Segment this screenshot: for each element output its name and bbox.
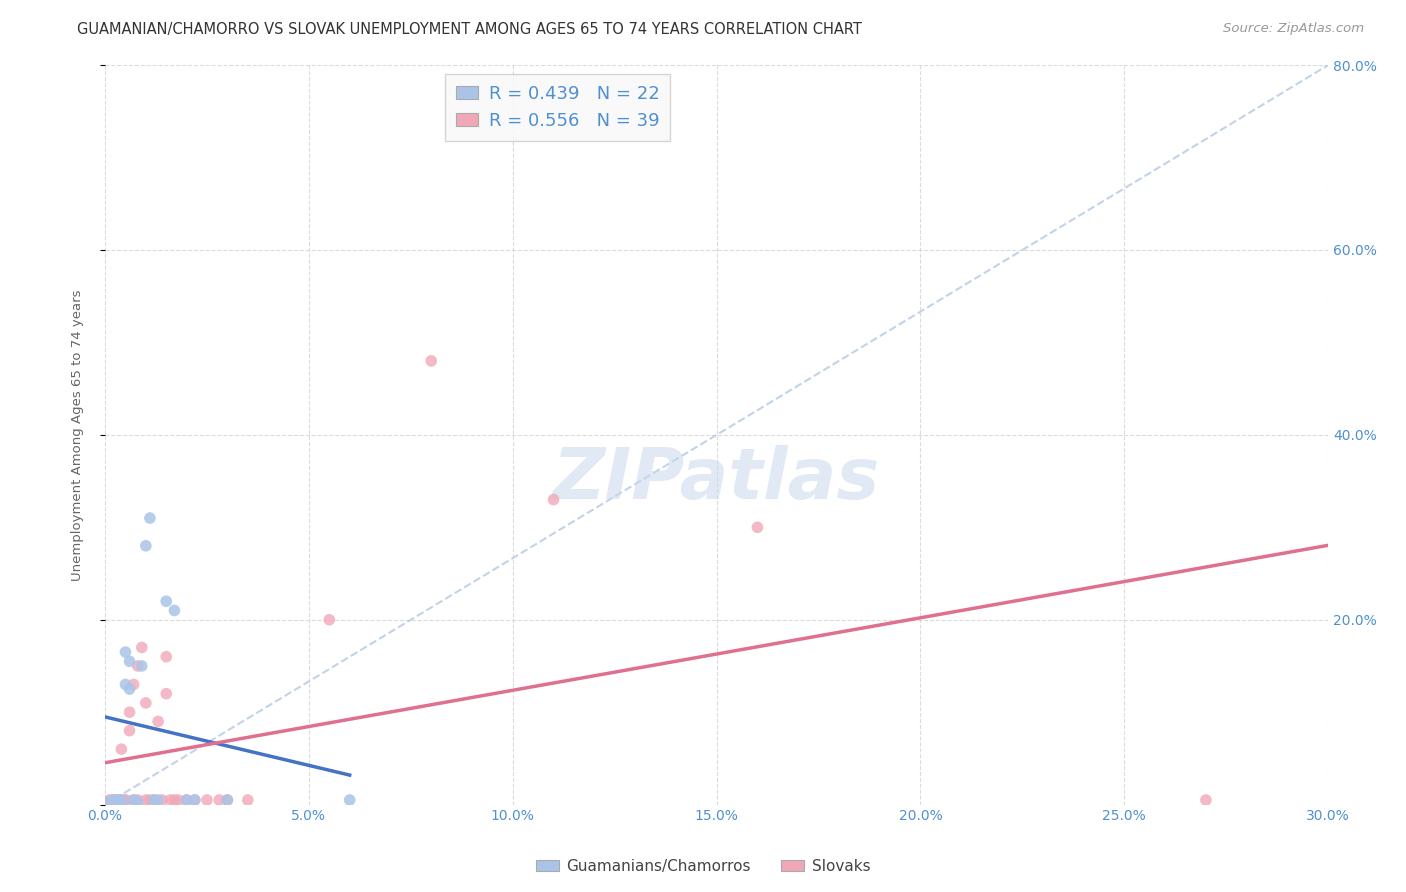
Point	[105, 793, 128, 807]
Text: GUAMANIAN/CHAMORRO VS SLOVAK UNEMPLOYMENT AMONG AGES 65 TO 74 YEARS CORRELATION : GUAMANIAN/CHAMORRO VS SLOVAK UNEMPLOYMEN…	[77, 22, 862, 37]
Point	[114, 793, 136, 807]
Point	[139, 511, 162, 525]
Point	[217, 793, 239, 807]
Point	[110, 742, 132, 756]
Point	[163, 793, 186, 807]
Point	[127, 793, 149, 807]
Point	[110, 793, 132, 807]
Point	[543, 492, 565, 507]
Point	[143, 793, 166, 807]
Point	[217, 793, 239, 807]
Point	[176, 793, 198, 807]
Point	[236, 793, 259, 807]
Point	[98, 795, 121, 809]
Point	[208, 793, 231, 807]
Point	[110, 793, 132, 807]
Point	[1195, 793, 1218, 807]
Point	[114, 793, 136, 807]
Text: Source: ZipAtlas.com: Source: ZipAtlas.com	[1223, 22, 1364, 36]
Legend: R = 0.439   N = 22, R = 0.556   N = 39: R = 0.439 N = 22, R = 0.556 N = 39	[446, 74, 671, 141]
Point	[105, 793, 128, 807]
Point	[155, 649, 177, 664]
Point	[139, 793, 162, 807]
Point	[131, 659, 153, 673]
Point	[420, 354, 443, 368]
Point	[339, 793, 361, 807]
Point	[159, 793, 181, 807]
Point	[176, 793, 198, 807]
Legend: Guamanians/Chamorros, Slovaks: Guamanians/Chamorros, Slovaks	[530, 853, 876, 880]
Point	[98, 793, 121, 807]
Point	[143, 793, 166, 807]
Point	[122, 677, 145, 691]
Point	[195, 793, 218, 807]
Point	[103, 793, 125, 807]
Point	[98, 795, 121, 809]
Point	[122, 793, 145, 807]
Point	[747, 520, 769, 534]
Point	[163, 603, 186, 617]
Point	[122, 793, 145, 807]
Point	[146, 793, 169, 807]
Point	[118, 654, 141, 668]
Point	[127, 795, 149, 809]
Point	[155, 687, 177, 701]
Point	[114, 645, 136, 659]
Point	[118, 705, 141, 719]
Point	[135, 696, 157, 710]
Point	[135, 539, 157, 553]
Point	[110, 795, 132, 809]
Point	[114, 677, 136, 691]
Point	[135, 793, 157, 807]
Point	[118, 681, 141, 696]
Point	[118, 723, 141, 738]
Point	[167, 793, 190, 807]
Point	[105, 793, 128, 807]
Point	[146, 714, 169, 729]
Point	[127, 659, 149, 673]
Text: ZIPatlas: ZIPatlas	[553, 445, 880, 514]
Point	[131, 640, 153, 655]
Point	[103, 793, 125, 807]
Point	[184, 793, 207, 807]
Point	[184, 793, 207, 807]
Point	[103, 793, 125, 807]
Point	[155, 594, 177, 608]
Y-axis label: Unemployment Among Ages 65 to 74 years: Unemployment Among Ages 65 to 74 years	[72, 289, 84, 581]
Point	[150, 793, 173, 807]
Point	[318, 613, 340, 627]
